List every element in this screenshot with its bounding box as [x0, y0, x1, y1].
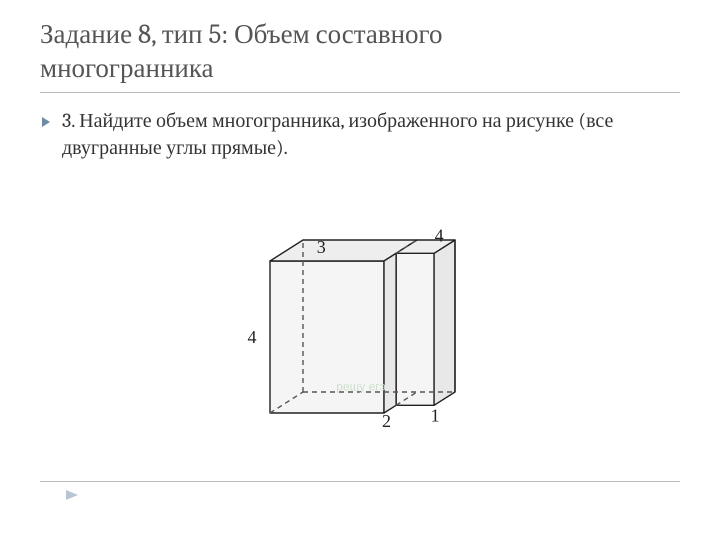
figure-container: решу егэ 3 4 4 2 1 — [40, 183, 680, 453]
title-line-1: Задание 8, тип 5: Объем составного — [40, 19, 442, 50]
title-underline — [40, 92, 680, 93]
page-title: Задание 8, тип 5: Объем составного много… — [40, 18, 680, 86]
polyhedron-figure: решу егэ 3 4 4 2 1 — [210, 183, 510, 453]
svg-text:решу егэ: решу егэ — [336, 379, 385, 393]
svg-text:4: 4 — [248, 327, 257, 347]
bullet-icon — [40, 114, 52, 132]
svg-text:3: 3 — [317, 237, 326, 257]
title-line-2: многогранника — [40, 53, 214, 84]
footer-underline — [40, 481, 680, 482]
problem-row: 3. Найдите объем многогранника, изображе… — [40, 107, 680, 161]
problem-text: 3. Найдите объем многогранника, изображе… — [62, 107, 680, 161]
svg-text:4: 4 — [435, 225, 444, 245]
svg-text:1: 1 — [431, 405, 440, 425]
footer-arrow-icon — [64, 488, 80, 506]
svg-text:2: 2 — [382, 411, 391, 431]
